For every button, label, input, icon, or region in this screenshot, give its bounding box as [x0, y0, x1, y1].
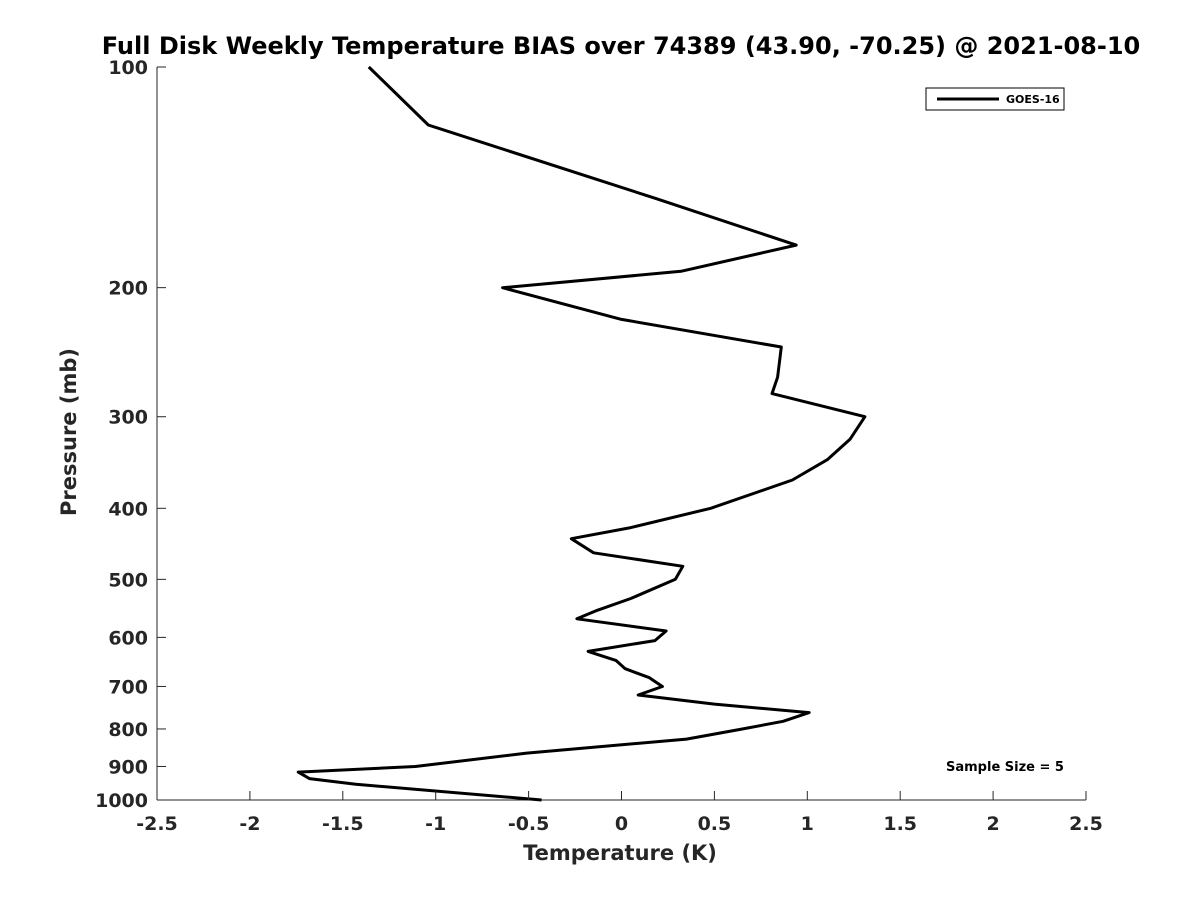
- x-tick-label: -2.5: [136, 813, 178, 835]
- x-tick-label: 2.5: [1069, 813, 1103, 835]
- x-tick-label: 1.5: [883, 813, 917, 835]
- x-tick-label: 0: [615, 813, 628, 835]
- x-tick-label: 0.5: [698, 813, 732, 835]
- legend: GOES-16: [925, 87, 1065, 111]
- x-tick-label: -1.5: [322, 813, 364, 835]
- sample-size-annotation: Sample Size = 5: [946, 760, 1064, 775]
- chart-title: Full Disk Weekly Temperature BIAS over 7…: [102, 32, 1141, 60]
- x-tick-label: -1: [425, 813, 446, 835]
- legend-entry-goes-16: GOES-16: [1006, 93, 1060, 106]
- y-tick-label: 600: [108, 627, 148, 649]
- x-axis: -2.5 -2 -1.5 -1 -0.5 0 0.5 1 1.5 2 2.5: [136, 791, 1103, 835]
- y-axis-label: Pressure (mb): [57, 348, 81, 516]
- y-tick-label: 700: [108, 676, 148, 698]
- y-tick-label: 400: [108, 498, 148, 520]
- data-line-goes-16: [296, 65, 867, 802]
- y-tick-label: 500: [108, 569, 148, 591]
- x-tick-label: -2: [239, 813, 260, 835]
- x-tick-label: -0.5: [508, 813, 550, 835]
- y-tick-label: 200: [108, 278, 148, 300]
- y-tick-label: 300: [108, 407, 148, 429]
- y-axis: 100 200 300 400 500 600 700 800 900 1000: [95, 57, 166, 812]
- y-tick-label: 1000: [95, 790, 148, 812]
- x-axis-label: Temperature (K): [523, 841, 717, 865]
- x-tick-label: 1: [801, 813, 814, 835]
- y-tick-label: 900: [108, 756, 148, 778]
- y-tick-label: 100: [108, 57, 148, 79]
- x-tick-label: 2: [986, 813, 999, 835]
- y-tick-label: 800: [108, 719, 148, 741]
